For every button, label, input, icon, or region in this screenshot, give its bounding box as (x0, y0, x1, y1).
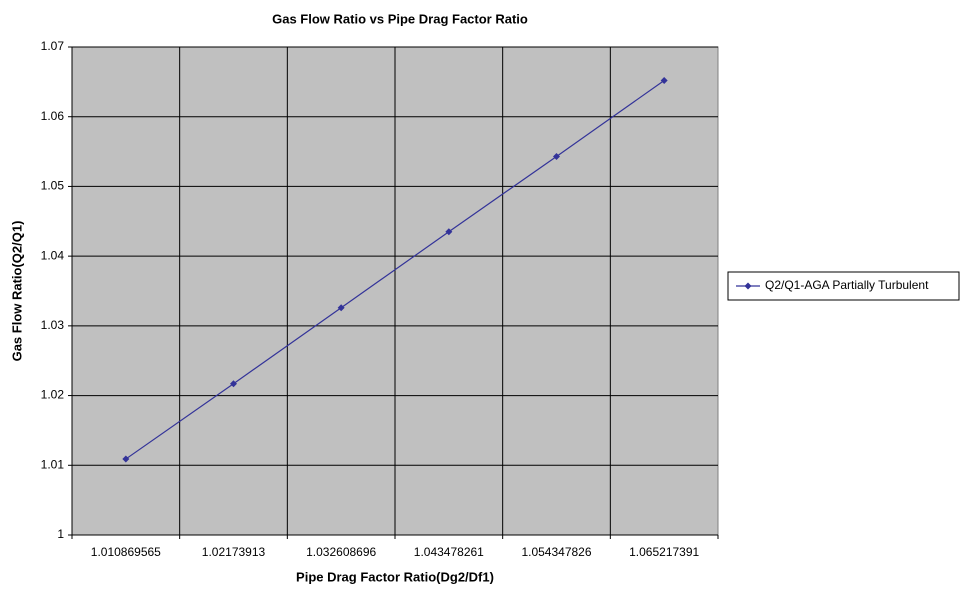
legend-marker (744, 282, 752, 290)
y-tick-label: 1.07 (41, 39, 65, 53)
data-point (660, 76, 668, 84)
chart-title: Gas Flow Ratio vs Pipe Drag Factor Ratio (272, 11, 528, 26)
data-point (230, 380, 237, 388)
x-axis-label: Pipe Drag Factor Ratio(Dg2/Df1) (296, 569, 494, 584)
x-tick-label: 1.065217391 (629, 545, 699, 559)
series-line (125, 79, 665, 460)
data-point (445, 228, 453, 236)
legend-box (727, 271, 960, 301)
y-tick-label: 1.03 (41, 318, 65, 332)
x-tick-label: 1.043478261 (414, 545, 484, 559)
y-tick-label: 1.01 (41, 457, 65, 471)
y-tick-label: 1 (57, 527, 64, 541)
legend-label: Q2/Q1-AGA Partially Turbulent (765, 278, 929, 292)
x-tick-label: 1.032608696 (306, 545, 376, 559)
y-tick-label: 1.02 (41, 388, 65, 402)
x-tick-label: 1.054347826 (521, 545, 591, 559)
data-point (122, 455, 130, 463)
y-tick-label: 1.04 (41, 248, 65, 262)
data-point (553, 152, 560, 160)
data-point (337, 304, 345, 312)
x-tick-label: 1.010869565 (91, 545, 161, 559)
x-tick-label: 1.02173913 (202, 545, 266, 559)
y-axis-label: Gas Flow Ratio(Q2/Q1) (9, 221, 24, 362)
y-tick-label: 1.05 (41, 179, 65, 193)
y-tick-label: 1.06 (41, 109, 65, 123)
